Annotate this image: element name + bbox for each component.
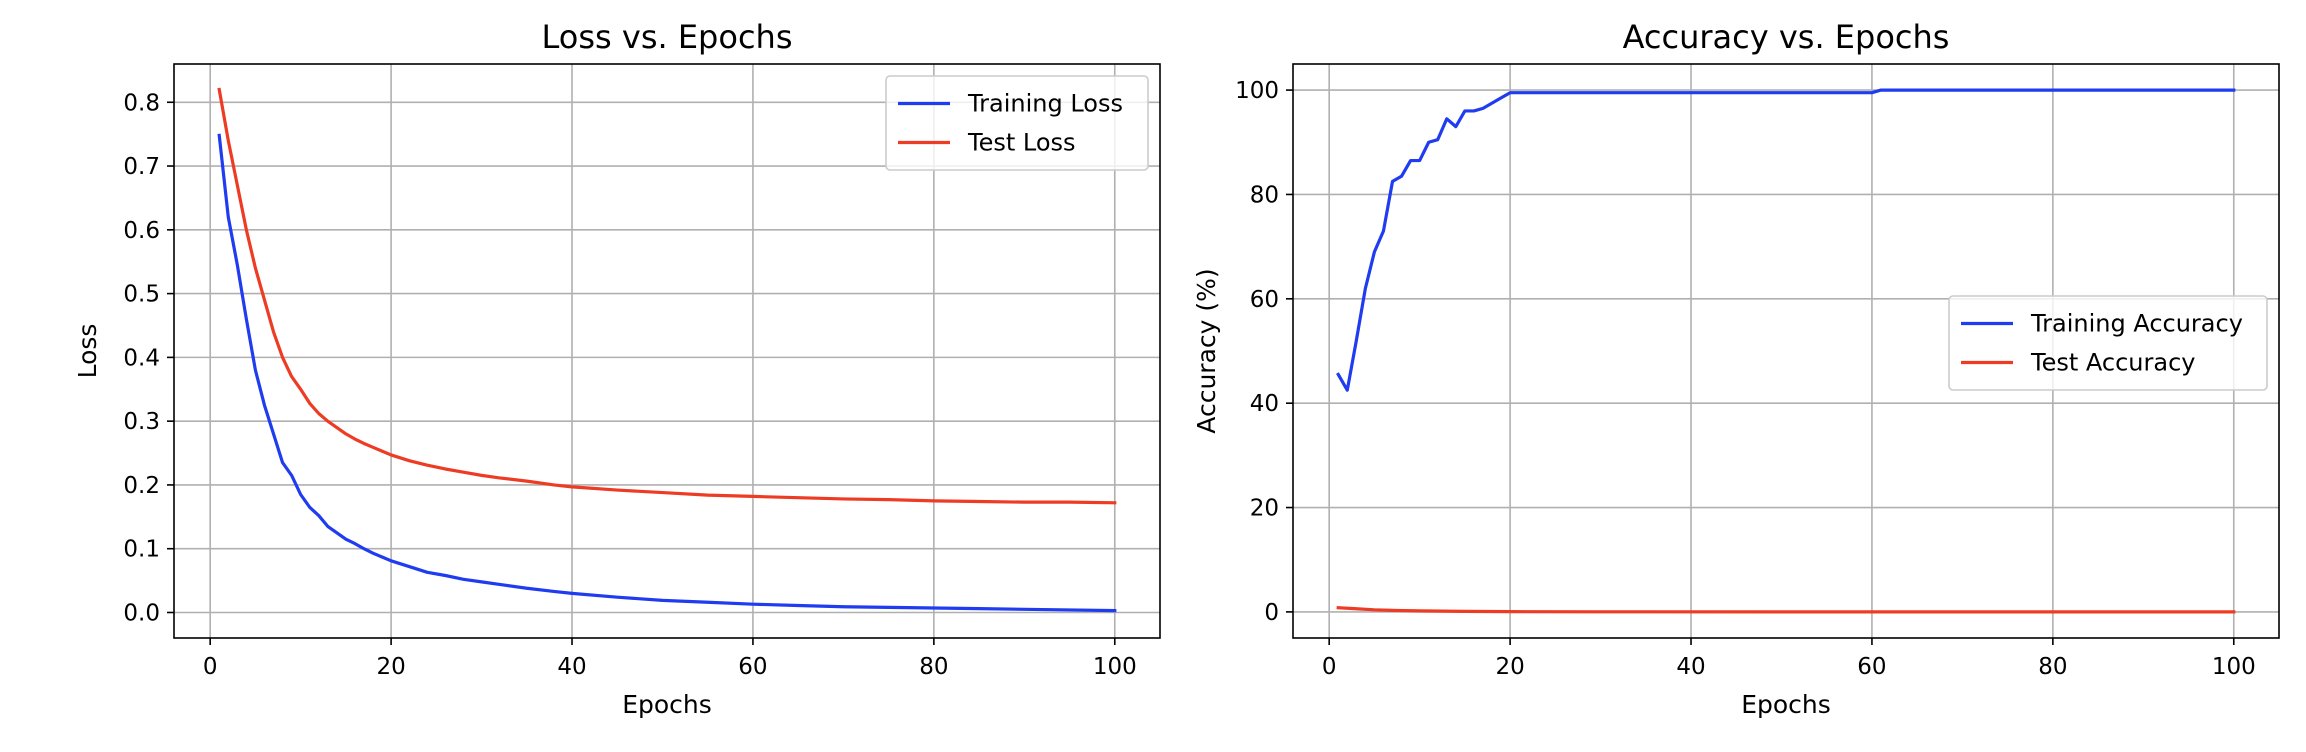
legend-frame: [885, 75, 1149, 171]
x-tick-label: 40: [1676, 654, 1705, 680]
legend: Training Loss Test Loss: [885, 75, 1149, 171]
chart-title: Loss vs. Epochs: [542, 18, 793, 56]
y-tick-label: 0.5: [123, 282, 160, 308]
legend-label-1: Training Accuracy: [2030, 310, 2243, 338]
y-tick-label: 0.6: [123, 218, 160, 244]
y-axis-label: Accuracy (%): [1192, 268, 1221, 433]
x-tick-label: 0: [203, 654, 218, 680]
series-line-1: [1336, 88, 2236, 392]
y-tick-label: 0.7: [123, 154, 160, 180]
legend-label-1: Training Loss: [967, 90, 1123, 118]
y-tick-label: 40: [1250, 391, 1279, 417]
y-tick-label: 0.2: [123, 473, 160, 499]
legend-label-2: Test Accuracy: [2030, 349, 2195, 377]
x-tick-label: 20: [1495, 654, 1524, 680]
y-tick-label: 0.1: [123, 537, 160, 563]
x-axis-label: Epochs: [622, 690, 712, 719]
y-axis-label: Loss: [73, 324, 102, 379]
legend-label-2: Test Loss: [967, 129, 1076, 157]
legend-frame: [1948, 295, 2268, 391]
x-tick-label: 60: [1857, 654, 1886, 680]
chart-title: Accuracy vs. Epochs: [1623, 18, 1950, 56]
y-tick-label: 0: [1264, 600, 1279, 626]
gridlines: [1293, 64, 2279, 638]
x-tick-label: 80: [919, 654, 948, 680]
x-axis-label: Epochs: [1741, 690, 1831, 719]
x-tick-label: 40: [557, 654, 586, 680]
x-tick-label: 60: [738, 654, 767, 680]
y-tick-label: 100: [1235, 78, 1279, 104]
plot-frame: [1292, 63, 2280, 639]
accuracy-chart: 0 20 40 60 80 100 0 20 40 60 80 100 Accuracy vs. Epo…: [1192, 18, 2280, 719]
y-tick-label: 80: [1250, 182, 1279, 208]
series-line-2: [217, 87, 1117, 505]
series-line-2: [1336, 606, 2236, 614]
loss-chart: 0 20 40 60 80 100 0.0 0.1 0.2 0.3 0.4 0.5 0.6 0.7 0.8 L…: [73, 18, 1161, 719]
x-tick-label: 0: [1322, 654, 1337, 680]
y-tick-label: 0.0: [123, 600, 160, 626]
y-tick-label: 20: [1250, 496, 1279, 522]
y-tick-label: 0.3: [123, 409, 160, 435]
series-line-1: [217, 133, 1117, 613]
x-tick-label: 20: [376, 654, 405, 680]
y-tick-label: 60: [1250, 287, 1279, 313]
legend: Training Accuracy Test Accuracy: [1948, 295, 2268, 391]
y-tick-label: 0.8: [123, 90, 160, 116]
y-tick-label: 0.4: [123, 345, 160, 371]
x-tick-label: 100: [2212, 654, 2256, 680]
x-tick-label: 80: [2038, 654, 2067, 680]
x-tick-label: 100: [1093, 654, 1137, 680]
plot-frame: [173, 63, 1161, 639]
